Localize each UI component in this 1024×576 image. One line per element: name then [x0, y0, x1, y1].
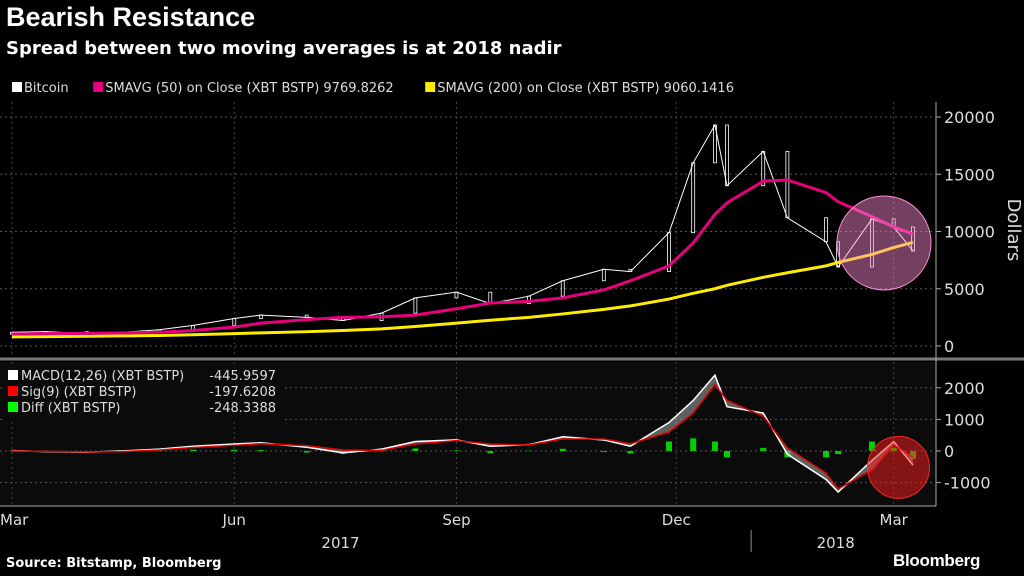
diff-bar: [412, 448, 419, 451]
diff-bar: [711, 441, 718, 451]
x-tick-label: Mar: [880, 511, 909, 529]
legend-swatch: [8, 386, 18, 396]
y-tick-label: 20000: [944, 108, 995, 127]
legend-swatch: [8, 402, 18, 412]
legend-label-0: MACD(12,26) (XBT BSTP): [21, 369, 184, 384]
highlight-circle-lower: [867, 435, 931, 499]
diff-bar: [835, 451, 842, 455]
legend-swatch: [93, 82, 104, 92]
x-year-label: 2018: [817, 534, 855, 552]
x-tick-label: Jun: [222, 511, 246, 529]
y-axis-label: Dollars: [1003, 199, 1024, 262]
legend-label-2: Diff (XBT BSTP): [21, 401, 120, 416]
y-tick-label: 5000: [944, 280, 985, 299]
y-tick-label: 2000: [944, 379, 985, 398]
diff-bar: [724, 451, 731, 458]
lower-legend-bg: [4, 366, 284, 422]
diff-bar: [823, 451, 830, 458]
sma50-line: [11, 178, 914, 336]
x-tick-label: Sep: [442, 511, 470, 529]
diff-bar: [487, 451, 494, 454]
y-tick-label: -1000: [944, 474, 991, 493]
diff-bar: [666, 441, 673, 451]
source-note: Source: Bitstamp, Bloomberg: [6, 556, 222, 571]
chart-title: Bearish Resistance: [6, 2, 256, 32]
signal-line: [11, 383, 914, 490]
diff-bar: [600, 451, 607, 452]
legend-swatch: [12, 82, 22, 92]
y-tick-label: 0: [944, 442, 954, 461]
legend-label-2: SMAVG (200) on Close (XBT BSTP) 9060.141…: [437, 81, 734, 96]
diff-bar: [190, 449, 197, 451]
legend-label-1: Sig(9) (XBT BSTP): [21, 385, 136, 400]
sma200-line: [11, 240, 914, 339]
bitcoin-line: [11, 123, 914, 335]
y-tick-label: 1000: [944, 410, 985, 429]
x-tick-label: Mar: [0, 511, 29, 529]
diff-bar: [257, 450, 264, 451]
y-tick-label: 10000: [944, 223, 995, 242]
x-year-label: 2017: [321, 534, 359, 552]
legend-label-0: Bitcoin: [24, 81, 69, 96]
diff-bar: [690, 438, 697, 451]
legend-swatch: [425, 82, 436, 92]
chart-subtitle: Spread between two moving averages is at…: [6, 38, 562, 59]
diff-bar: [303, 451, 310, 453]
legend-swatch: [8, 370, 18, 380]
legend-value-0: -445.9597: [209, 369, 276, 384]
diff-bar: [453, 450, 460, 451]
legend-value-1: -197.6208: [209, 385, 276, 400]
diff-bar: [868, 441, 875, 451]
legend-label-1: SMAVG (50) on Close (XBT BSTP) 9769.8262: [105, 81, 394, 96]
legend-value-2: -248.3388: [209, 401, 276, 416]
upper-panel-bg: [0, 102, 936, 356]
diff-bar: [760, 447, 767, 451]
highlight-circle-upper: [836, 195, 932, 291]
diff-bar: [559, 448, 566, 451]
diff-bar: [627, 451, 634, 454]
y-tick-label: 15000: [944, 165, 995, 184]
x-tick-label: Dec: [662, 511, 691, 529]
bloomberg-logo: Bloomberg: [893, 551, 981, 570]
y-tick-label: 0: [944, 337, 954, 356]
diff-bar: [231, 449, 238, 451]
